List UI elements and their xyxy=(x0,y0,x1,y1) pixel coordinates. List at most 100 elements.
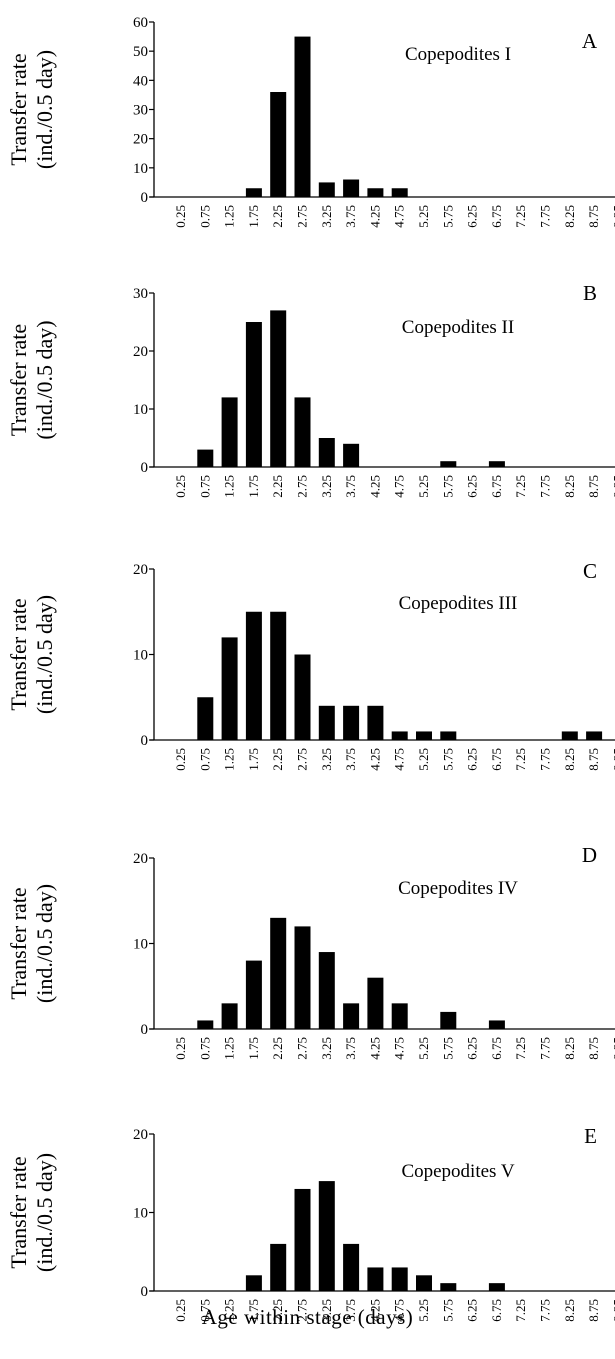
y-tick-label: 10 xyxy=(133,648,148,664)
x-tick-label: 7.25 xyxy=(513,475,528,498)
bar xyxy=(294,397,311,467)
x-tick-label: 7.25 xyxy=(513,1299,528,1322)
x-tick-label: 2.75 xyxy=(295,475,310,498)
x-tick-label: 6.25 xyxy=(465,475,480,498)
bar xyxy=(343,1243,360,1291)
y-tick-label: 0 xyxy=(141,1022,149,1038)
x-axis-title: Age within stage (days) xyxy=(201,1305,414,1329)
y-axis-title-line2: (ind./0.5 day) xyxy=(32,1153,57,1272)
y-axis-title-line2: (ind./0.5 day) xyxy=(32,595,57,714)
x-tick-label: 3.25 xyxy=(319,748,334,771)
panel-title: Copepodites II xyxy=(402,317,514,338)
x-tick-label: 7.75 xyxy=(538,205,553,228)
bar xyxy=(270,917,287,1029)
x-tick-label: 2.75 xyxy=(295,1037,310,1060)
bar xyxy=(440,731,457,740)
bar xyxy=(416,731,432,740)
bar xyxy=(221,397,238,467)
x-tick-label: 2.75 xyxy=(295,1299,310,1322)
panel-letter: A xyxy=(582,29,598,53)
bar xyxy=(391,188,408,197)
panel-title: Copepodites V xyxy=(401,1161,514,1182)
x-tick-label: 9.25 xyxy=(610,1037,615,1060)
x-tick-label: 2.25 xyxy=(270,475,285,498)
bar xyxy=(367,705,384,740)
y-axis-title-line2: (ind./0.5 day) xyxy=(32,320,57,439)
x-tick-label: 6.25 xyxy=(465,748,480,771)
x-tick-label: 7.75 xyxy=(538,748,553,771)
x-tick-label: 3.75 xyxy=(343,1299,358,1322)
y-axis-title-line1: Transfer rate xyxy=(6,53,31,165)
panel-letter: B xyxy=(583,281,597,305)
x-tick-label: 2.25 xyxy=(270,205,285,228)
x-tick-label: 4.75 xyxy=(392,205,407,228)
x-tick-label: 0.25 xyxy=(173,748,188,771)
x-tick-label: 8.75 xyxy=(586,1037,601,1060)
bar xyxy=(245,611,262,740)
y-tick-label: 40 xyxy=(133,73,148,89)
bar xyxy=(318,438,335,467)
x-tick-label: 0.25 xyxy=(173,1037,188,1060)
x-tick-label: 0.25 xyxy=(173,205,188,228)
bar xyxy=(391,731,408,740)
y-tick-label: 20 xyxy=(133,1127,148,1143)
x-tick-label: 5.25 xyxy=(416,205,431,228)
x-tick-label: 4.75 xyxy=(392,748,407,771)
bar xyxy=(367,977,384,1029)
x-tick-label: 1.75 xyxy=(246,205,261,228)
x-tick-label: 3.75 xyxy=(343,205,358,228)
bar xyxy=(197,697,214,740)
bar xyxy=(343,1003,360,1029)
x-tick-label: 5.25 xyxy=(416,1299,431,1322)
x-tick-label: 4.25 xyxy=(367,475,382,498)
bar xyxy=(391,1003,408,1029)
x-tick-label: 5.75 xyxy=(440,748,455,771)
x-tick-label: 6.25 xyxy=(465,1299,480,1322)
panel-letter: C xyxy=(583,559,597,583)
panel-letter: D xyxy=(582,843,597,867)
bar xyxy=(440,1011,457,1029)
x-tick-label: 7.25 xyxy=(513,1037,528,1060)
x-tick-label: 8.75 xyxy=(586,475,601,498)
x-tick-label: 4.25 xyxy=(367,1037,382,1060)
panel-letter: E xyxy=(584,1124,597,1148)
x-tick-label: 1.25 xyxy=(222,1299,237,1322)
bar xyxy=(294,1188,311,1291)
x-tick-label: 2.25 xyxy=(270,748,285,771)
x-tick-label: 0.75 xyxy=(197,205,212,228)
x-tick-label: 7.25 xyxy=(513,748,528,771)
y-tick-label: 20 xyxy=(133,851,148,867)
panel-title: Copepodites I xyxy=(405,44,511,65)
y-axis-title-line2: (ind./0.5 day) xyxy=(32,50,57,169)
bar xyxy=(367,188,384,197)
panel-title: Copepodites III xyxy=(399,593,518,614)
x-tick-label: 5.75 xyxy=(440,205,455,228)
x-tick-label: 2.25 xyxy=(270,1037,285,1060)
x-tick-label: 3.75 xyxy=(343,748,358,771)
x-tick-label: 8.25 xyxy=(562,475,577,498)
x-tick-label: 2.75 xyxy=(295,205,310,228)
x-tick-label: 6.75 xyxy=(489,205,504,228)
y-axis-title-line1: Transfer rate xyxy=(6,1156,31,1268)
x-tick-label: 4.25 xyxy=(367,1299,382,1322)
bar xyxy=(221,637,238,740)
x-tick-label: 4.75 xyxy=(392,1037,407,1060)
bar xyxy=(270,611,287,740)
x-tick-label: 2.75 xyxy=(295,748,310,771)
x-tick-label: 7.25 xyxy=(513,205,528,228)
y-axis-title-line1: Transfer rate xyxy=(6,598,31,710)
bar xyxy=(318,182,335,197)
x-tick-label: 1.25 xyxy=(222,205,237,228)
x-tick-label: 8.75 xyxy=(586,748,601,771)
x-tick-label: 2.25 xyxy=(270,1299,285,1322)
x-tick-label: 3.75 xyxy=(343,1037,358,1060)
x-tick-label: 0.75 xyxy=(197,1299,212,1322)
y-tick-label: 10 xyxy=(133,402,148,418)
x-tick-label: 3.25 xyxy=(319,205,334,228)
y-tick-label: 0 xyxy=(141,733,149,749)
y-tick-label: 30 xyxy=(133,286,148,302)
x-tick-label: 6.75 xyxy=(489,1037,504,1060)
y-tick-label: 0 xyxy=(141,190,149,206)
x-tick-label: 6.25 xyxy=(465,1037,480,1060)
